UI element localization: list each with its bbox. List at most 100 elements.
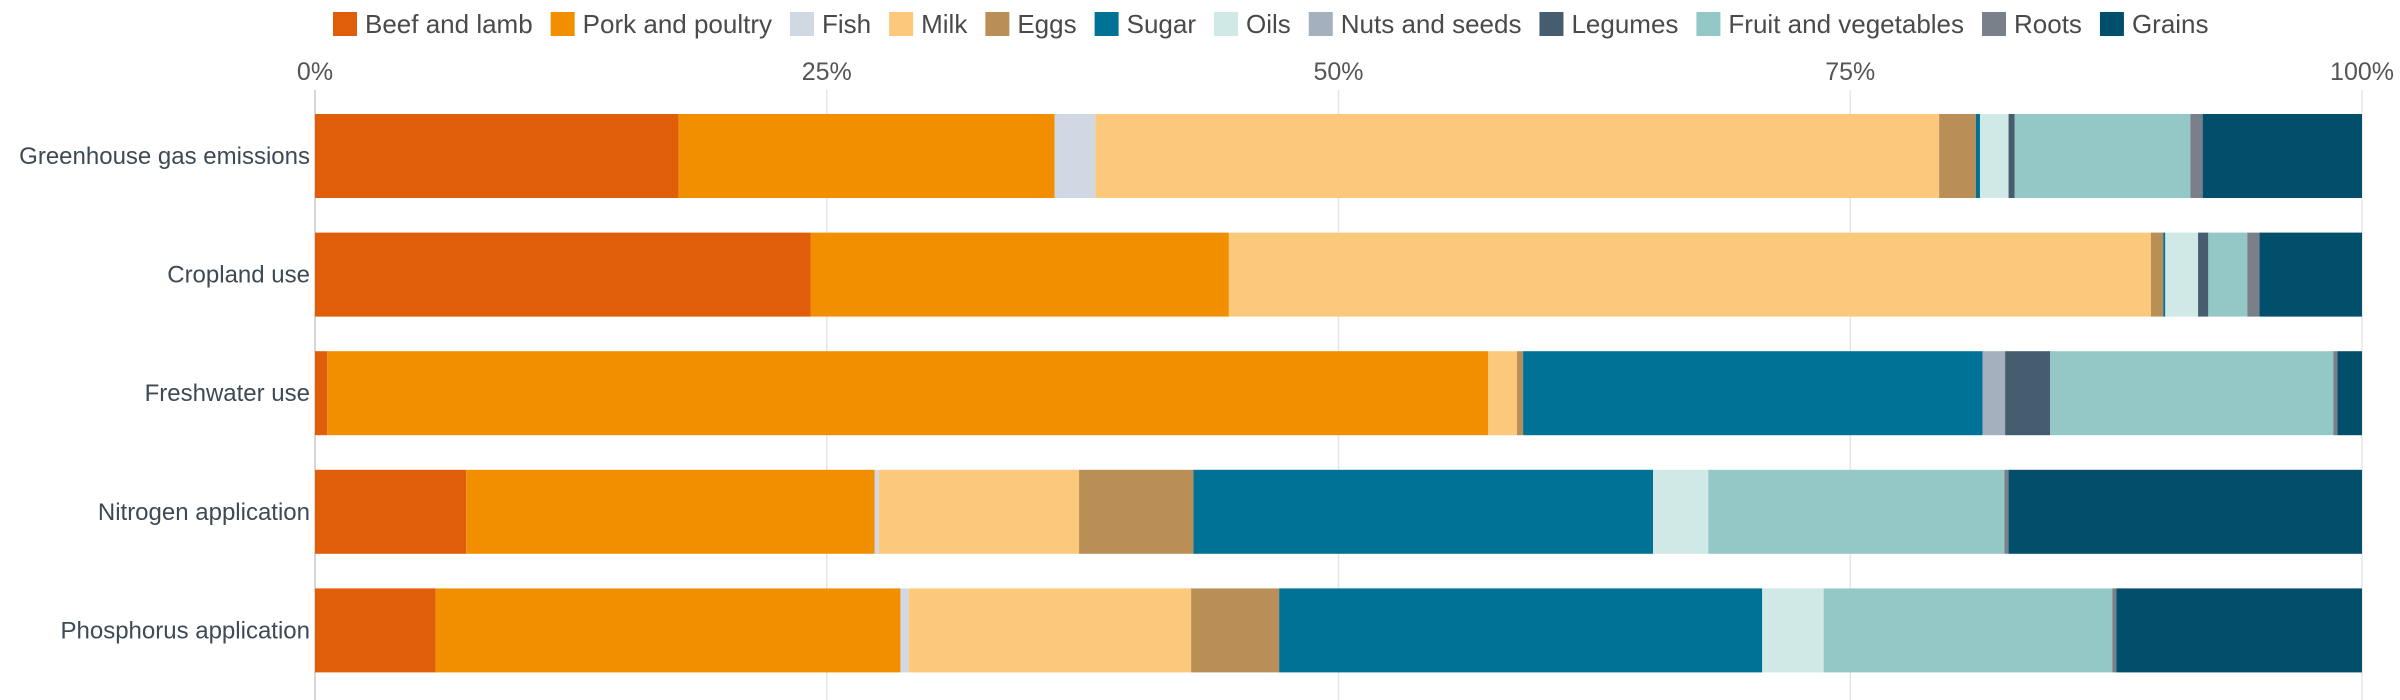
legend-item-fish: Fish bbox=[790, 9, 871, 39]
legend-swatch bbox=[985, 12, 1010, 36]
bar-segment-beef-and-lamb bbox=[315, 232, 811, 317]
bar-segment-sugar bbox=[2163, 232, 2166, 317]
bar-segment-oils bbox=[1762, 588, 1824, 673]
category-label: Nitrogen application bbox=[98, 499, 310, 526]
x-tick-label: 50% bbox=[1313, 58, 1363, 86]
legend-item-milk: Milk bbox=[889, 9, 968, 39]
legend-label: Beef and lamb bbox=[365, 9, 533, 39]
bar-segment-grains bbox=[2337, 351, 2362, 436]
bar-segment-legumes bbox=[2005, 351, 2051, 436]
legend-swatch bbox=[889, 12, 914, 36]
bar-segment-pork-and-poultry bbox=[327, 351, 1489, 436]
legend-swatch bbox=[790, 12, 814, 36]
legend-swatch bbox=[1214, 12, 1238, 36]
bar-segment-sugar bbox=[1279, 588, 1763, 673]
bar-row-phosphorus-application bbox=[315, 588, 2362, 673]
bar-segment-grains bbox=[2116, 588, 2362, 673]
bar-segment-roots bbox=[2004, 469, 2009, 554]
bar-segment-grains bbox=[2259, 232, 2362, 317]
bar-row-nitrogen-application bbox=[315, 469, 2362, 554]
bar-segment-grains bbox=[2202, 114, 2362, 198]
bar-segment-sugar bbox=[1975, 114, 1980, 198]
legend-label: Sugar bbox=[1127, 9, 1197, 39]
legend-label: Grains bbox=[2132, 9, 2209, 39]
legend-label: Eggs bbox=[1017, 9, 1076, 39]
bar-segment-milk bbox=[1228, 232, 2151, 317]
legend-item-beef-and-lamb: Beef and lamb bbox=[333, 9, 533, 39]
legend-item-pork-and-poultry: Pork and poultry bbox=[550, 9, 772, 39]
legend-item-nuts-and-seeds: Nuts and seeds bbox=[1308, 9, 1522, 39]
legend-swatch bbox=[1539, 12, 1564, 36]
legend-label: Nuts and seeds bbox=[1341, 9, 1522, 39]
bar-segment-eggs bbox=[2150, 232, 2164, 317]
legend-item-oils: Oils bbox=[1214, 9, 1291, 39]
legend-label: Oils bbox=[1246, 9, 1291, 39]
legend-swatch bbox=[550, 12, 575, 36]
bar-segment-oils bbox=[2165, 232, 2199, 317]
bar-segment-roots bbox=[2112, 588, 2117, 673]
bar-segment-pork-and-poultry bbox=[810, 232, 1229, 317]
bar-segment-eggs bbox=[1191, 588, 1280, 673]
legend-swatch bbox=[1094, 12, 1119, 36]
bar-segment-eggs bbox=[1939, 114, 1976, 198]
bar-segment-grains bbox=[2008, 469, 2362, 554]
bar-segment-milk bbox=[878, 469, 1080, 554]
category-label: Phosphorus application bbox=[60, 617, 310, 644]
legend-swatch bbox=[333, 12, 357, 36]
bar-segment-milk bbox=[1488, 351, 1517, 436]
bar-segment-oils bbox=[1979, 114, 2009, 198]
bar-segment-fruit-and-vegetables bbox=[2014, 114, 2191, 198]
bars bbox=[315, 114, 2362, 673]
legend-swatch bbox=[1308, 12, 1333, 36]
category-label: Greenhouse gas emissions bbox=[19, 143, 310, 170]
bar-row-freshwater-use bbox=[315, 351, 2362, 436]
bar-segment-eggs bbox=[1516, 351, 1524, 436]
bar-segment-roots bbox=[2333, 351, 2338, 436]
legend-label: Milk bbox=[921, 9, 968, 39]
bar-segment-fruit-and-vegetables bbox=[2208, 232, 2248, 317]
bar-segment-pork-and-poultry bbox=[678, 114, 1055, 198]
bar-segment-fruit-and-vegetables bbox=[2050, 351, 2334, 436]
legend-label: Fish bbox=[822, 9, 871, 39]
legend-item-sugar: Sugar bbox=[1094, 9, 1197, 39]
bar-segment-milk bbox=[908, 588, 1192, 673]
legend-item-grains: Grains bbox=[2099, 9, 2209, 39]
legend-swatch bbox=[1982, 12, 2007, 36]
bar-row-greenhouse-gas-emissions bbox=[315, 114, 2362, 198]
bar-row-cropland-use bbox=[315, 232, 2362, 317]
legend-label: Legumes bbox=[1571, 9, 1678, 39]
bar-segment-pork-and-poultry bbox=[435, 588, 901, 673]
bar-segment-fish bbox=[874, 469, 879, 554]
legend-label: Fruit and vegetables bbox=[1728, 9, 1964, 39]
bar-segment-fish bbox=[900, 588, 909, 673]
bar-segment-beef-and-lamb bbox=[315, 588, 436, 673]
legend-swatch bbox=[1696, 12, 1721, 36]
bar-segment-sugar bbox=[1523, 351, 1983, 436]
legend-item-fruit-and-vegetables: Fruit and vegetables bbox=[1696, 9, 1964, 39]
bar-segment-beef-and-lamb bbox=[315, 114, 679, 198]
x-tick-label: 25% bbox=[802, 58, 852, 86]
legend-item-roots: Roots bbox=[1982, 9, 2082, 39]
bar-segment-milk bbox=[1095, 114, 1940, 198]
x-axis-ticks: 0% 25% 50% 75% 100% bbox=[297, 58, 2394, 86]
bar-segment-roots bbox=[2247, 232, 2260, 317]
bar-segment-eggs bbox=[1079, 469, 1194, 554]
x-tick-label: 0% bbox=[297, 58, 333, 86]
legend-item-legumes: Legumes bbox=[1539, 9, 1678, 39]
x-tick-label: 100% bbox=[2330, 58, 2394, 86]
bar-segment-roots bbox=[2190, 114, 2203, 198]
bar-segment-fruit-and-vegetables bbox=[1823, 588, 2113, 673]
bar-segment-beef-and-lamb bbox=[315, 351, 328, 436]
bar-segment-legumes bbox=[2008, 114, 2015, 198]
legend: Beef and lamb Pork and poultry Fish Milk Egg… bbox=[333, 9, 2209, 39]
legend-swatch bbox=[2099, 12, 2124, 36]
bar-segment-fish bbox=[1054, 114, 1096, 198]
legend-label: Pork and poultry bbox=[583, 9, 772, 39]
legend-label: Roots bbox=[2014, 9, 2082, 39]
category-label: Freshwater use bbox=[145, 380, 310, 407]
category-label: Cropland use bbox=[167, 262, 310, 289]
bar-segment-pork-and-poultry bbox=[466, 469, 875, 554]
x-tick-label: 75% bbox=[1825, 58, 1875, 86]
category-labels: Greenhouse gas emissions Cropland use Fres… bbox=[19, 143, 310, 644]
